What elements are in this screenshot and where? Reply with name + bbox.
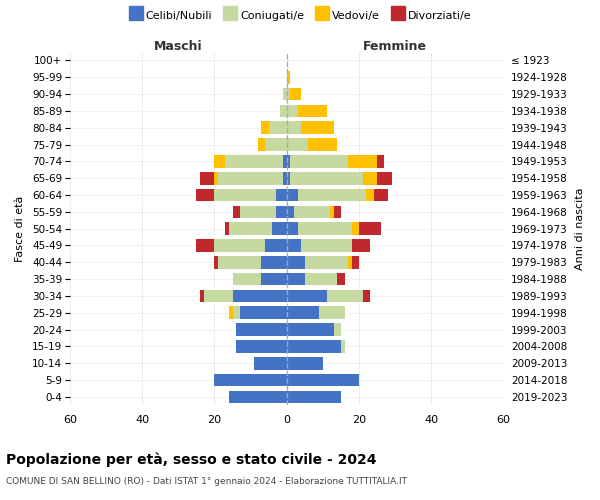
Bar [287,290,326,302]
Bar [305,256,348,268]
Bar [287,188,298,202]
Bar [287,324,334,336]
Bar [301,239,352,252]
Bar [233,273,262,285]
Text: Maschi: Maschi [154,40,203,53]
Y-axis label: Fasce di età: Fasce di età [15,196,25,262]
Bar [254,357,287,370]
Bar [287,256,305,268]
Bar [326,290,362,302]
Bar [276,206,287,218]
Bar [229,306,233,319]
Bar [352,222,359,235]
Bar [287,222,298,235]
Bar [218,256,262,268]
Bar [298,188,366,202]
Bar [337,273,344,285]
Bar [214,172,218,184]
Bar [240,306,287,319]
Bar [334,324,341,336]
Y-axis label: Anni di nascita: Anni di nascita [575,188,585,270]
Bar [269,122,287,134]
Bar [196,188,214,202]
Bar [214,155,225,168]
Bar [233,206,240,218]
Bar [287,374,359,386]
Bar [374,188,388,202]
Bar [298,222,352,235]
Bar [287,273,305,285]
Bar [218,172,283,184]
Bar [262,256,287,268]
Bar [276,188,287,202]
Bar [362,290,370,302]
Bar [200,290,203,302]
Bar [294,206,330,218]
Bar [366,188,374,202]
Bar [283,172,287,184]
Bar [341,340,344,352]
Bar [233,306,240,319]
Bar [290,172,362,184]
Bar [290,155,348,168]
Bar [305,273,337,285]
Bar [236,324,287,336]
Bar [377,172,392,184]
Bar [229,222,272,235]
Bar [319,306,344,319]
Text: Femmine: Femmine [363,40,427,53]
Bar [287,122,301,134]
Bar [225,222,229,235]
Text: COMUNE DI SAN BELLINO (RO) - Dati ISTAT 1° gennaio 2024 - Elaborazione TUTTITALI: COMUNE DI SAN BELLINO (RO) - Dati ISTAT … [6,478,407,486]
Bar [287,357,323,370]
Bar [214,239,265,252]
Bar [352,239,370,252]
Bar [308,138,337,151]
Bar [272,222,287,235]
Bar [280,104,287,118]
Legend: Celibi/Nubili, Coniugati/e, Vedovi/e, Divorziati/e: Celibi/Nubili, Coniugati/e, Vedovi/e, Di… [124,6,476,25]
Bar [287,104,298,118]
Bar [262,273,287,285]
Bar [262,122,269,134]
Bar [298,104,326,118]
Bar [287,206,294,218]
Bar [287,340,341,352]
Bar [287,155,290,168]
Bar [229,390,287,403]
Bar [258,138,265,151]
Bar [330,206,334,218]
Bar [283,155,287,168]
Bar [214,188,276,202]
Bar [233,290,287,302]
Bar [287,390,341,403]
Bar [203,290,233,302]
Bar [334,206,341,218]
Bar [214,256,218,268]
Bar [287,172,290,184]
Bar [290,88,301,101]
Bar [348,155,377,168]
Bar [359,222,381,235]
Bar [348,256,352,268]
Bar [236,340,287,352]
Bar [287,71,290,84]
Bar [287,88,290,101]
Text: Popolazione per età, sesso e stato civile - 2024: Popolazione per età, sesso e stato civil… [6,452,377,467]
Bar [301,122,334,134]
Bar [287,138,308,151]
Bar [283,88,287,101]
Bar [352,256,359,268]
Bar [362,172,377,184]
Bar [265,239,287,252]
Bar [377,155,385,168]
Bar [287,306,319,319]
Bar [196,239,214,252]
Bar [214,374,287,386]
Bar [200,172,214,184]
Bar [287,239,301,252]
Bar [225,155,283,168]
Bar [265,138,287,151]
Bar [240,206,276,218]
